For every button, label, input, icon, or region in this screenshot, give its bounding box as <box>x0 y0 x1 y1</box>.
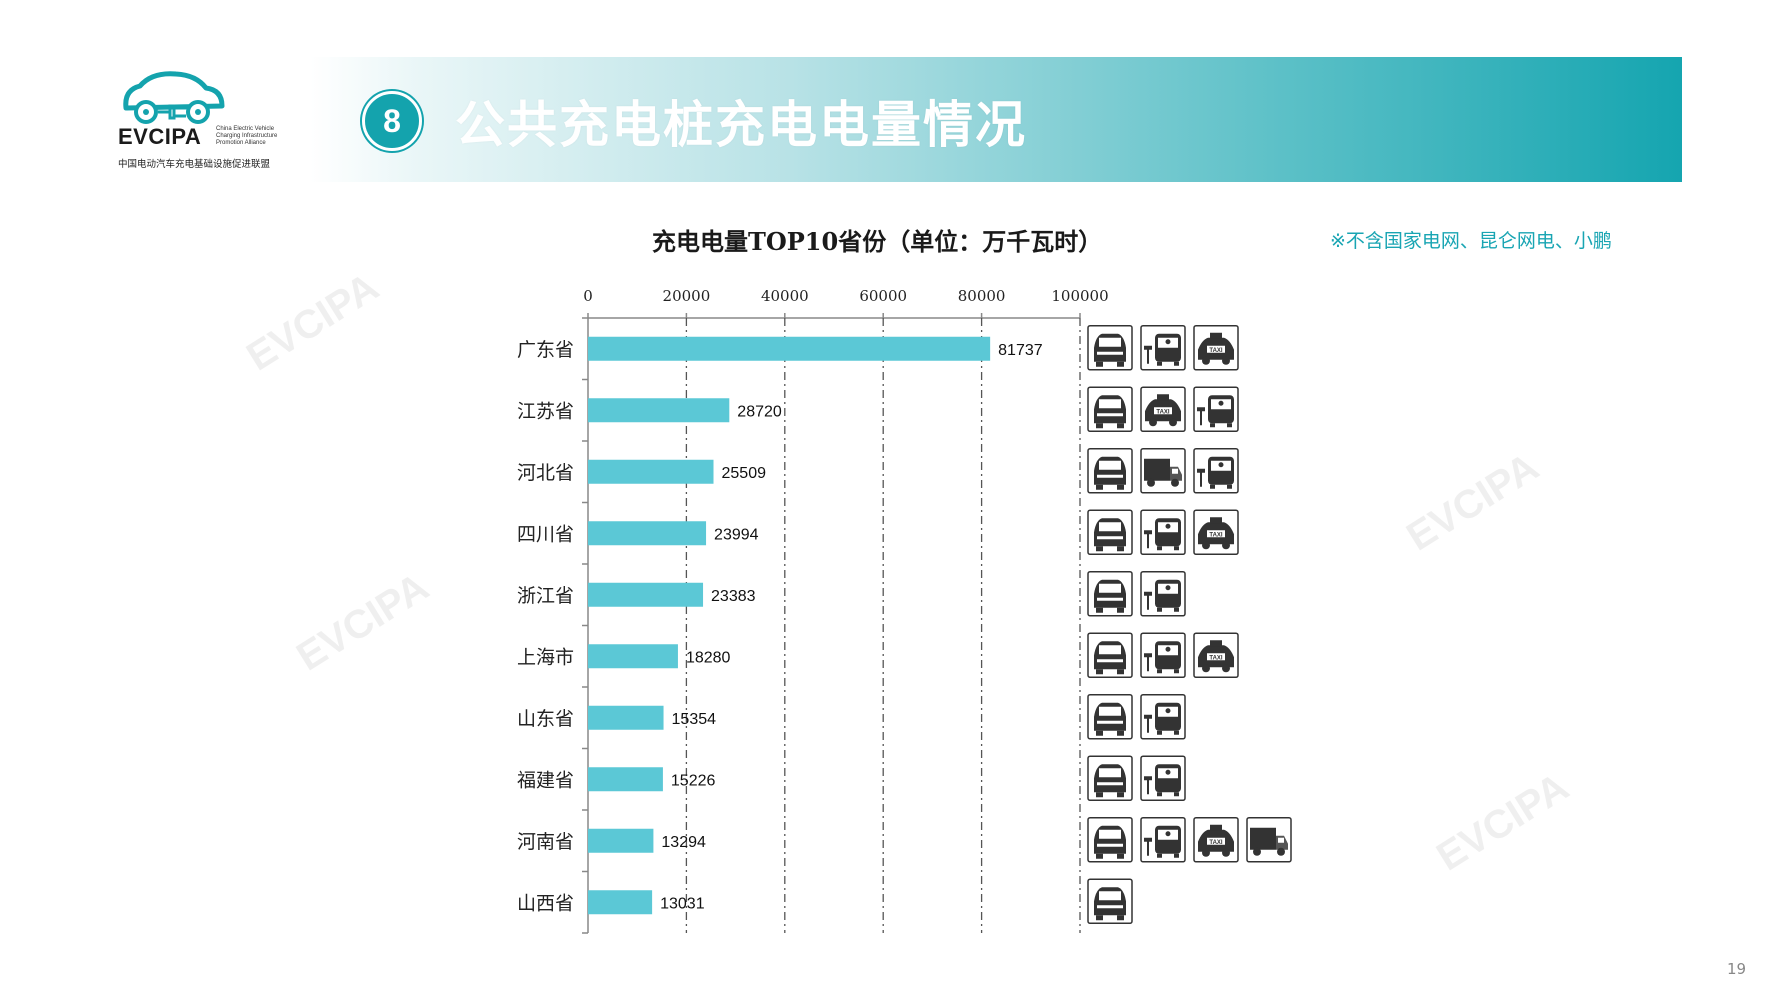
bar <box>588 705 664 730</box>
evcipa-logo: EVCIPA China Electric Vehicle Charging I… <box>118 68 288 178</box>
x-tick-label: 20000 <box>663 287 711 305</box>
x-tick-label: 0 <box>583 287 593 305</box>
logo-name: EVCIPA <box>118 124 202 149</box>
category-label: 上海市 <box>517 646 574 668</box>
data-label: 15354 <box>672 711 717 728</box>
section-number-badge: 8 <box>362 91 422 151</box>
taxi-icon: TAXI <box>1193 632 1239 678</box>
car-icon <box>1087 571 1133 617</box>
bus-icon <box>1140 817 1186 863</box>
bus-icon <box>1140 571 1186 617</box>
x-tick-label: 80000 <box>958 287 1006 305</box>
car-icon <box>1087 817 1133 863</box>
x-tick-label: 40000 <box>761 287 809 305</box>
truck-icon <box>1140 448 1186 494</box>
title-banner: 8 公共充电桩充电电量情况 <box>310 57 1682 182</box>
category-label: 江苏省 <box>517 400 574 422</box>
category-label: 广东省 <box>517 339 574 361</box>
car-icon <box>1087 632 1133 678</box>
chart-title: 充电电量TOP10省份（单位：万千瓦时） <box>652 227 1103 256</box>
page-title: 公共充电桩充电电量情况 <box>455 96 1027 154</box>
bar <box>588 644 678 669</box>
data-label: 13294 <box>661 834 706 851</box>
bar <box>588 828 654 853</box>
svg-text:TAXI: TAXI <box>1156 409 1170 415</box>
bar <box>588 521 707 546</box>
car-icon <box>1087 878 1133 924</box>
data-label: 23994 <box>714 526 759 543</box>
category-label: 福建省 <box>517 769 574 791</box>
bus-icon <box>1140 694 1186 740</box>
category-label: 河南省 <box>517 831 574 853</box>
data-label: 25509 <box>722 465 767 482</box>
bus-icon <box>1193 386 1239 432</box>
taxi-icon: TAXI <box>1193 509 1239 555</box>
bus-icon <box>1140 325 1186 371</box>
x-tick-label: 100000 <box>1051 287 1108 305</box>
category-label: 河北省 <box>517 462 574 484</box>
data-label: 28720 <box>737 403 782 420</box>
data-label: 15226 <box>671 772 716 789</box>
bar <box>588 890 653 915</box>
data-label: 81737 <box>998 342 1043 359</box>
footnote: ※不含国家电网、昆仑网电、小鹏 <box>1330 230 1612 252</box>
bar <box>588 582 704 607</box>
taxi-icon: TAXI <box>1140 386 1186 432</box>
car-icon <box>1087 448 1133 494</box>
logo-subtitle-cn: 中国电动汽车充电基础设施促进联盟 <box>118 159 271 170</box>
bar <box>588 767 663 792</box>
category-label: 山西省 <box>517 892 574 914</box>
bus-icon <box>1140 632 1186 678</box>
car-icon <box>1087 509 1133 555</box>
page-number: 19 <box>1727 960 1747 978</box>
bar <box>588 336 991 361</box>
bus-icon <box>1140 755 1186 801</box>
svg-text:TAXI: TAXI <box>1209 655 1223 661</box>
taxi-icon: TAXI <box>1193 325 1239 371</box>
bar <box>588 459 714 484</box>
car-icon <box>1087 755 1133 801</box>
car-icon <box>1087 694 1133 740</box>
data-label: 23383 <box>711 588 756 605</box>
svg-text:TAXI: TAXI <box>1209 532 1223 538</box>
car-icon <box>1087 386 1133 432</box>
category-label: 四川省 <box>517 523 574 545</box>
logo-subtitle-en: China Electric Vehicle Charging Infrastr… <box>216 126 278 146</box>
category-label: 浙江省 <box>517 585 574 607</box>
bus-icon <box>1193 448 1239 494</box>
taxi-icon: TAXI <box>1193 817 1239 863</box>
category-label: 山东省 <box>517 708 574 730</box>
car-icon <box>1087 325 1133 371</box>
bus-icon <box>1140 509 1186 555</box>
svg-text:TAXI: TAXI <box>1209 840 1223 846</box>
svg-text:TAXI: TAXI <box>1209 348 1223 354</box>
x-tick-label: 60000 <box>859 287 907 305</box>
data-label: 13031 <box>660 895 705 912</box>
truck-icon <box>1246 817 1292 863</box>
data-label: 18280 <box>686 649 731 666</box>
bar <box>588 398 730 423</box>
